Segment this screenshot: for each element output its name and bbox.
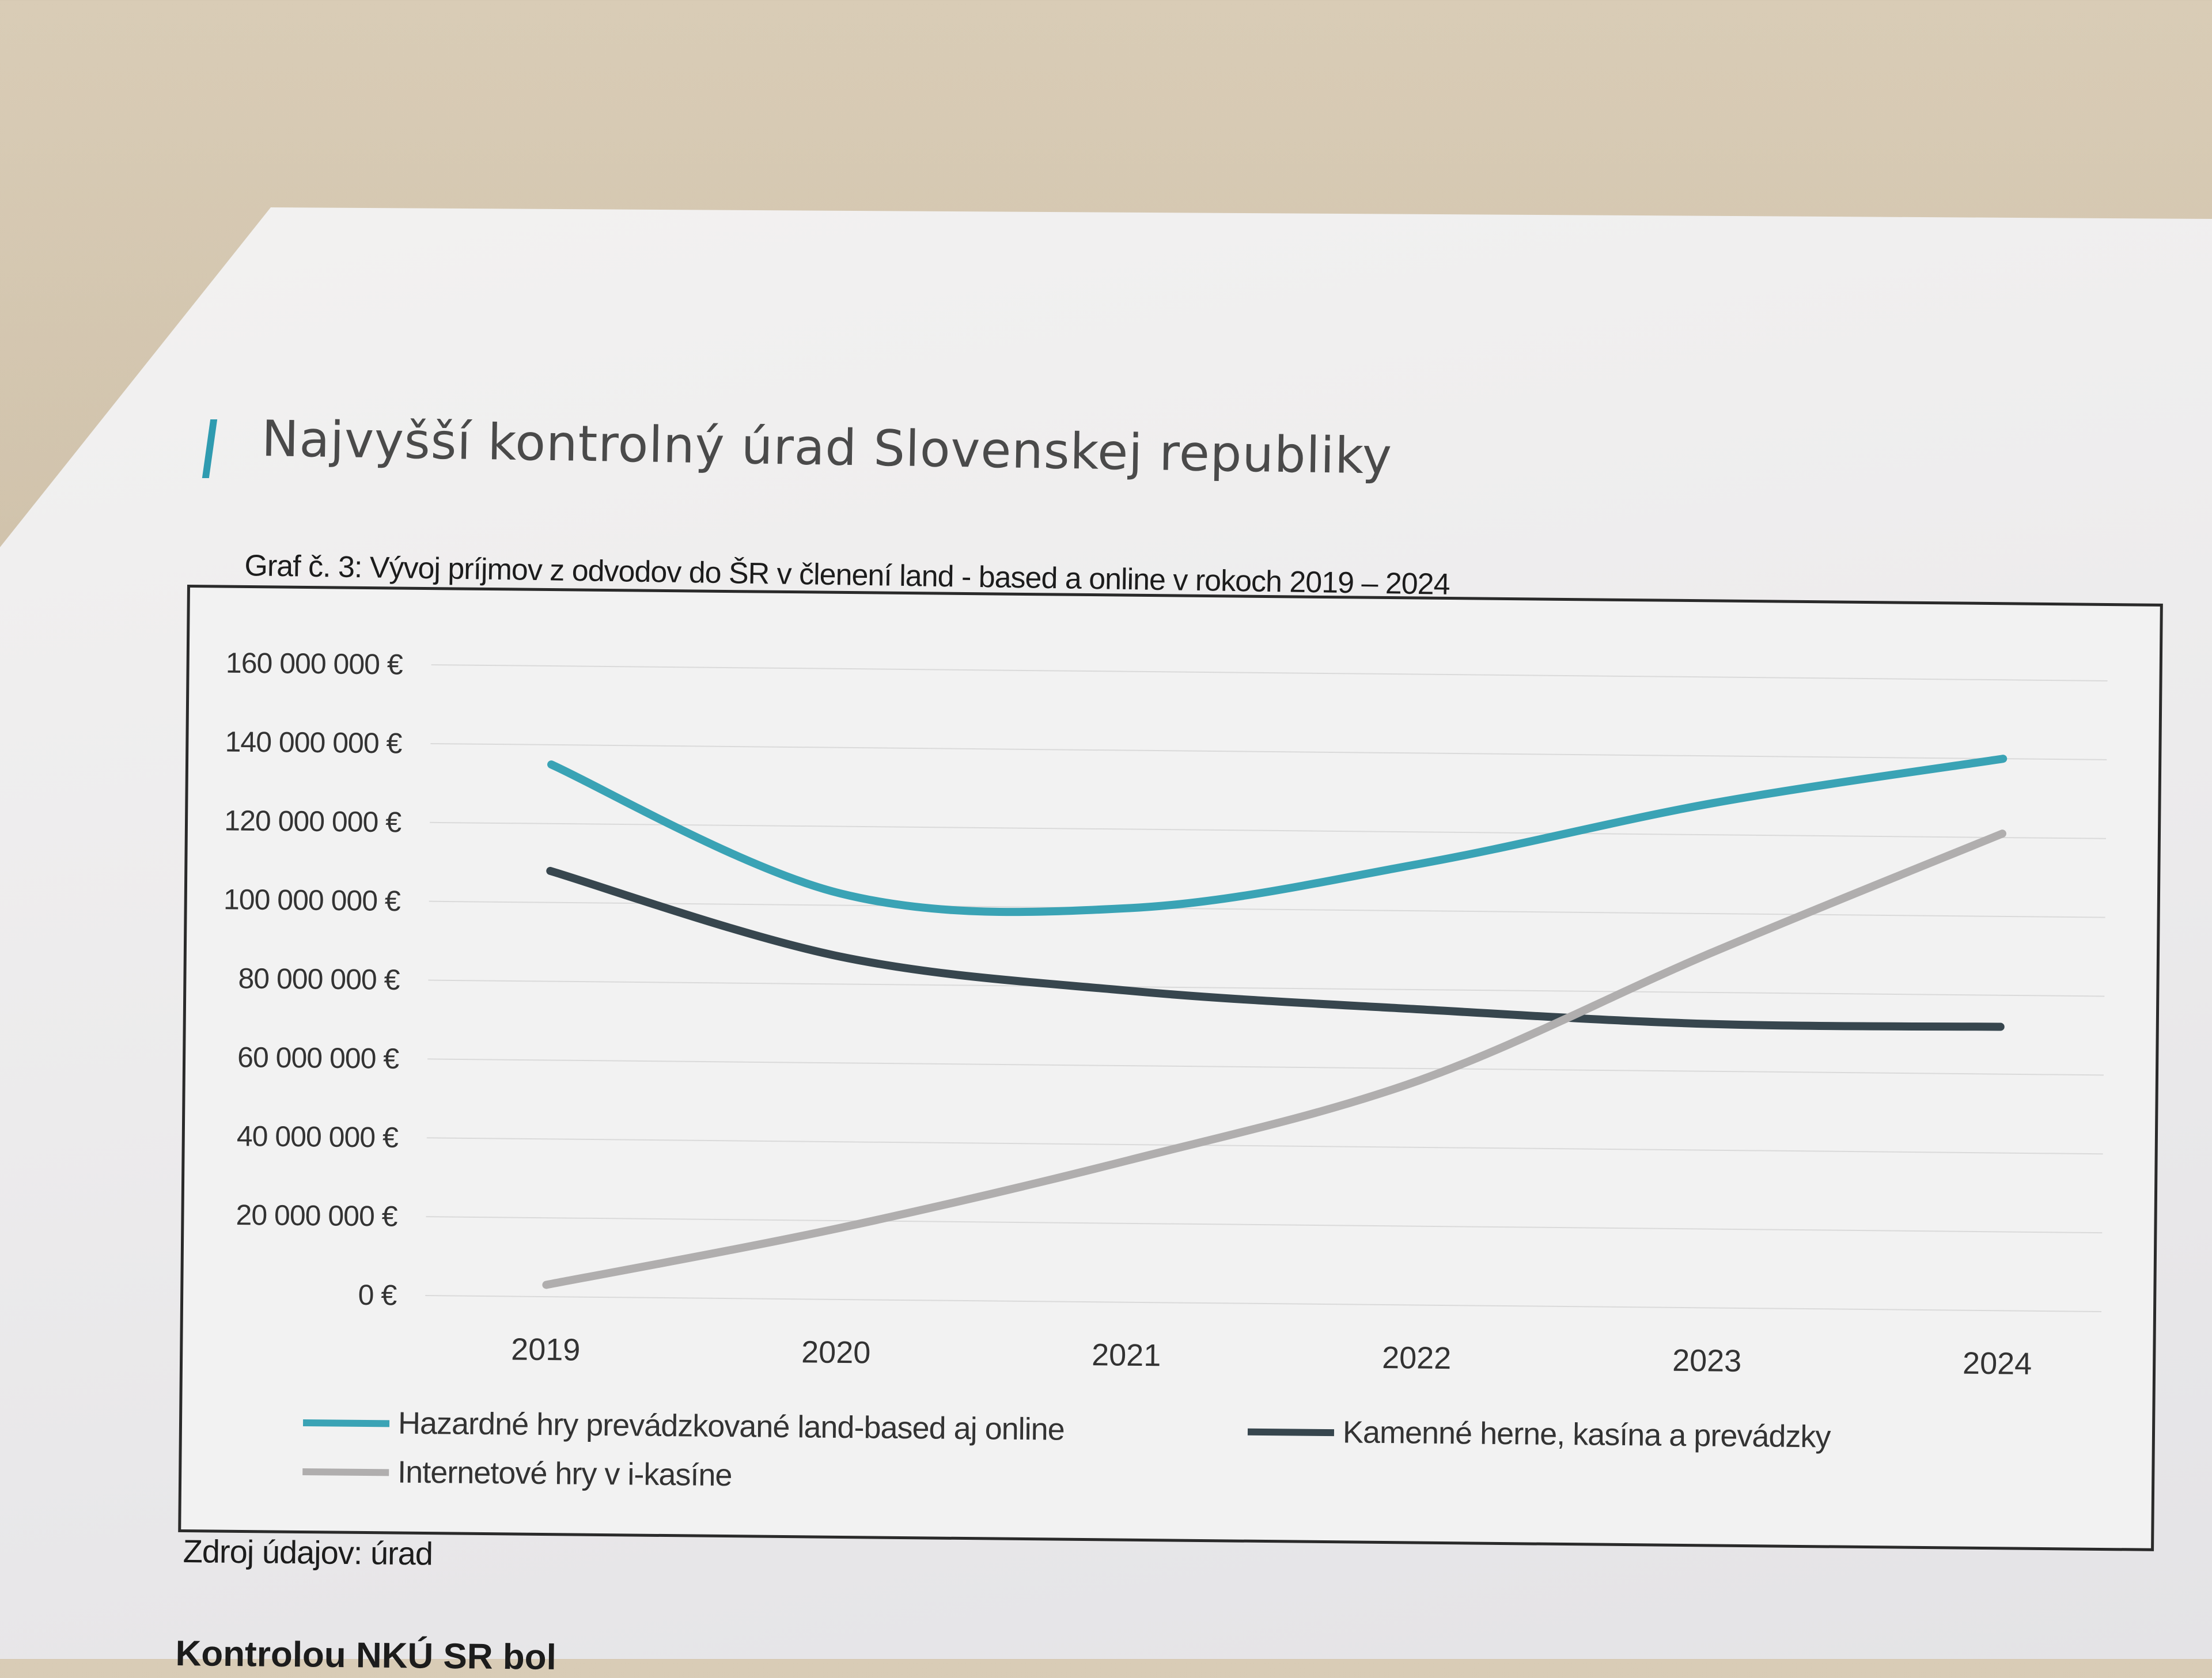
body-text-line: Kontrolou NKÚ SR bol — [175, 1633, 556, 1678]
y-tick-label: 80 000 000 € — [238, 962, 400, 996]
x-tick-label: 2024 — [1963, 1346, 2032, 1381]
y-tick-label: 160 000 000 € — [226, 647, 403, 681]
x-tick-label: 2022 — [1382, 1340, 1452, 1376]
x-tick-label: 2023 — [1672, 1343, 1742, 1378]
legend-label: Internetové hry v i-kasíne — [397, 1455, 732, 1493]
gridline — [426, 1217, 2102, 1233]
legend: Hazardné hry prevádzkované land-based aj… — [302, 1405, 1831, 1503]
y-tick-label: 120 000 000 € — [224, 804, 402, 838]
gridline — [431, 665, 2108, 681]
gridline — [428, 980, 2104, 997]
legend-swatch — [1248, 1432, 1334, 1433]
y-tick-label: 0 € — [358, 1279, 397, 1312]
y-tick-label: 40 000 000 € — [237, 1120, 399, 1154]
gridline — [427, 1059, 2104, 1075]
x-tick-label: 2021 — [1092, 1338, 1161, 1373]
x-tick-label: 2020 — [801, 1335, 871, 1370]
y-tick-label: 20 000 000 € — [236, 1199, 398, 1233]
y-tick-label: 60 000 000 € — [237, 1041, 400, 1075]
series-line — [550, 745, 2003, 922]
y-tick-label: 100 000 000 € — [224, 883, 401, 917]
gridline — [427, 1138, 2103, 1154]
legend-label: Kamenné herne, kasína a prevádzky — [1343, 1415, 1831, 1454]
grid-lines — [425, 665, 2107, 1312]
gridline — [430, 744, 2107, 760]
y-tick-label: 140 000 000 € — [225, 726, 402, 760]
y-axis-ticks: 0 € 20 000 000 € 40 000 000 € 60 000 000 € 8… — [219, 647, 403, 1312]
x-axis-ticks: 2019 2020 2021 2022 2023 2024 — [511, 1332, 2032, 1381]
source-note: Zdroj údajov: úrad — [183, 1532, 433, 1573]
legend-label: Hazardné hry prevádzkované land-based aj… — [398, 1406, 1065, 1447]
gridline — [425, 1296, 2101, 1312]
series-lines — [546, 745, 2003, 1299]
x-tick-label: 2019 — [511, 1332, 581, 1367]
chart-frame: 0 € 20 000 000 € 40 000 000 € 60 000 000 € 8… — [178, 585, 2163, 1551]
line-chart: 0 € 20 000 000 € 40 000 000 € 60 000 000 € 8… — [181, 588, 2160, 1548]
